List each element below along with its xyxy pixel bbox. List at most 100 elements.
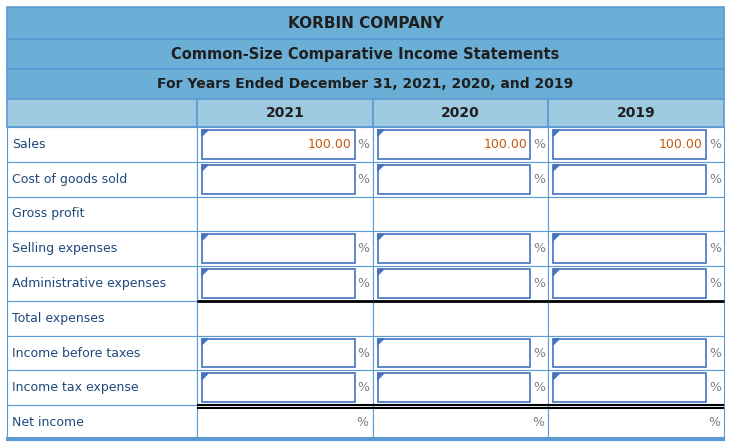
Polygon shape xyxy=(553,234,559,240)
Bar xyxy=(378,130,530,159)
Bar xyxy=(197,197,373,232)
Polygon shape xyxy=(378,339,384,345)
Bar xyxy=(7,301,197,336)
Polygon shape xyxy=(202,373,208,380)
Bar xyxy=(373,162,548,197)
Polygon shape xyxy=(553,165,559,171)
Bar xyxy=(373,405,548,440)
Bar xyxy=(373,99,548,127)
Bar xyxy=(548,127,724,162)
Text: Sales: Sales xyxy=(12,138,45,151)
Text: 2020: 2020 xyxy=(441,106,480,120)
Text: %: % xyxy=(709,381,721,394)
Bar xyxy=(7,266,197,301)
Text: %: % xyxy=(357,138,370,151)
Bar xyxy=(197,99,373,127)
Bar xyxy=(553,234,706,263)
Bar xyxy=(378,165,530,194)
Text: %: % xyxy=(709,138,721,151)
Bar xyxy=(373,197,548,232)
Bar xyxy=(197,371,373,405)
Polygon shape xyxy=(553,269,559,275)
Text: Common-Size Comparative Income Statements: Common-Size Comparative Income Statement… xyxy=(171,46,560,62)
Polygon shape xyxy=(378,269,384,275)
Bar xyxy=(202,130,355,159)
Polygon shape xyxy=(553,339,559,345)
Bar xyxy=(548,405,724,440)
Bar xyxy=(197,266,373,301)
Text: %: % xyxy=(709,277,721,290)
Bar xyxy=(7,405,197,440)
Bar xyxy=(548,301,724,336)
Bar xyxy=(548,197,724,232)
Text: Selling expenses: Selling expenses xyxy=(12,242,117,255)
Polygon shape xyxy=(202,234,208,240)
Text: Income tax expense: Income tax expense xyxy=(12,381,139,394)
Bar xyxy=(197,336,373,371)
Bar xyxy=(7,99,197,127)
Bar xyxy=(378,269,530,298)
Text: 100.00: 100.00 xyxy=(659,138,703,151)
Bar xyxy=(197,301,373,336)
Bar xyxy=(197,162,373,197)
Bar xyxy=(553,339,706,367)
Polygon shape xyxy=(202,165,208,171)
Text: Income before taxes: Income before taxes xyxy=(12,346,140,359)
Text: %: % xyxy=(534,138,545,151)
Bar xyxy=(548,371,724,405)
Bar xyxy=(373,336,548,371)
Text: %: % xyxy=(534,242,545,255)
Bar xyxy=(373,301,548,336)
Polygon shape xyxy=(202,130,208,136)
Text: %: % xyxy=(357,277,370,290)
Text: %: % xyxy=(709,242,721,255)
Bar xyxy=(7,7,724,39)
Text: %: % xyxy=(357,346,370,359)
Bar xyxy=(7,232,197,266)
Text: Gross profit: Gross profit xyxy=(12,207,85,220)
Bar xyxy=(7,162,197,197)
Polygon shape xyxy=(202,269,208,275)
Text: %: % xyxy=(708,416,720,429)
Text: Total expenses: Total expenses xyxy=(12,312,105,325)
Bar xyxy=(202,234,355,263)
Bar xyxy=(7,39,724,69)
Bar xyxy=(202,339,355,367)
Text: %: % xyxy=(357,416,368,429)
Text: 2019: 2019 xyxy=(617,106,656,120)
Bar xyxy=(548,266,724,301)
Text: %: % xyxy=(709,346,721,359)
Polygon shape xyxy=(378,234,384,240)
Bar xyxy=(553,269,706,298)
Bar xyxy=(378,373,530,402)
Text: %: % xyxy=(534,173,545,186)
Text: 100.00: 100.00 xyxy=(483,138,527,151)
Bar xyxy=(553,373,706,402)
Polygon shape xyxy=(378,130,384,136)
Text: Net income: Net income xyxy=(12,416,84,429)
Bar xyxy=(548,232,724,266)
Bar xyxy=(7,371,197,405)
Bar xyxy=(373,371,548,405)
Bar xyxy=(373,266,548,301)
Polygon shape xyxy=(553,130,559,136)
Text: %: % xyxy=(534,346,545,359)
Text: Administrative expenses: Administrative expenses xyxy=(12,277,166,290)
Bar xyxy=(202,165,355,194)
Bar xyxy=(7,197,197,232)
Polygon shape xyxy=(378,165,384,171)
Bar xyxy=(548,336,724,371)
Text: %: % xyxy=(532,416,545,429)
Polygon shape xyxy=(378,373,384,380)
Text: Cost of goods sold: Cost of goods sold xyxy=(12,173,127,186)
Bar xyxy=(378,339,530,367)
Bar xyxy=(197,127,373,162)
Bar xyxy=(197,232,373,266)
Bar xyxy=(373,127,548,162)
Bar xyxy=(373,232,548,266)
Bar xyxy=(378,234,530,263)
Polygon shape xyxy=(553,373,559,380)
Bar xyxy=(553,130,706,159)
Text: %: % xyxy=(357,173,370,186)
Text: %: % xyxy=(357,242,370,255)
